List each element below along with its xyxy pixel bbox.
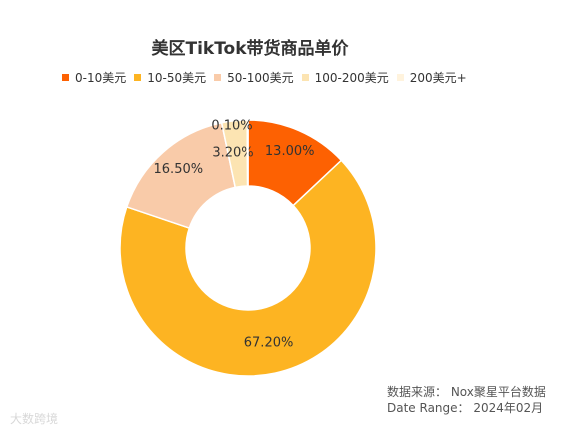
legend-swatch — [134, 73, 142, 81]
legend-item[interactable]: 50-100美元 — [214, 69, 294, 86]
data-label: 3.20% — [212, 146, 253, 161]
watermark: 大数跨境 — [10, 412, 59, 426]
legend-label: 50-100美元 — [227, 70, 294, 85]
chart-legend: 0-10美元 10-50美元 50-100美元 100-200美元 200美元+ — [62, 69, 475, 85]
donut-slice[interactable] — [119, 159, 377, 377]
data-label: 0.10% — [211, 119, 252, 134]
legend-swatch — [62, 73, 69, 81]
legend-swatch — [214, 73, 222, 81]
legend-item[interactable]: 10-50美元 — [134, 69, 206, 86]
date-range-line: Date Range： 2024年02月 — [387, 401, 544, 415]
donut-slice[interactable] — [125, 121, 237, 230]
legend-swatch — [396, 73, 404, 81]
source-line: 数据来源： Nox聚星平台数据 — [387, 385, 546, 399]
donut-slice[interactable] — [246, 119, 249, 187]
legend-label: 100-200美元 — [314, 70, 389, 85]
data-label: 13.00% — [265, 144, 315, 159]
legend-label: 200美元+ — [409, 70, 467, 85]
legend-label: 0-10美元 — [75, 70, 127, 85]
data-label: 67.20% — [244, 335, 294, 350]
data-source-note: 数据来源： Nox聚星平台数据 Date Range： 2024年02月 — [387, 384, 546, 416]
chart-title: 美区TikTok带货商品单价 — [151, 39, 349, 59]
legend-swatch — [301, 73, 309, 81]
data-label: 16.50% — [154, 162, 204, 177]
legend-item[interactable]: 0-10美元 — [62, 69, 126, 86]
legend-label: 10-50美元 — [147, 70, 207, 85]
legend-item[interactable]: 100-200美元 — [301, 69, 389, 86]
legend-item[interactable]: 200美元+ — [396, 69, 467, 86]
